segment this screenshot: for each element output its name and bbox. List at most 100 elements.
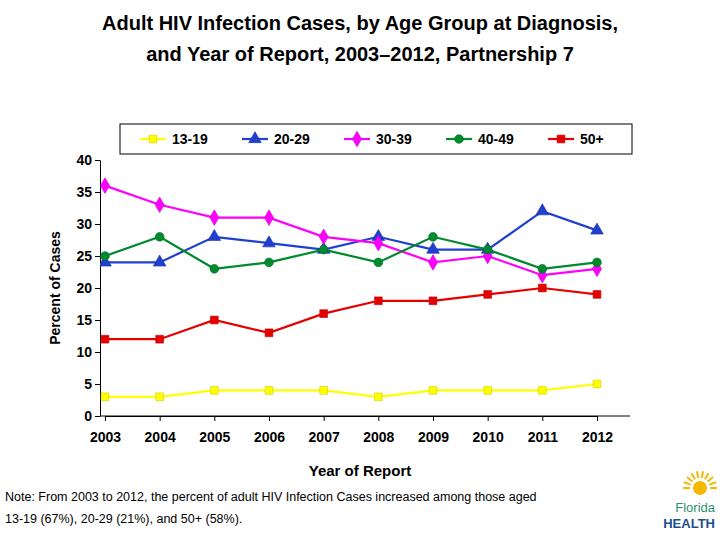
series-marker — [538, 387, 546, 395]
y-tick: 15 — [76, 312, 100, 328]
series-marker — [155, 197, 164, 213]
x-tick: 2011 — [528, 416, 559, 445]
y-tick-mark — [95, 224, 100, 225]
series-marker — [593, 380, 601, 388]
series-marker — [265, 387, 273, 395]
y-tick-label: 10 — [76, 344, 92, 360]
x-tick-mark — [597, 416, 598, 421]
series-marker — [208, 229, 221, 240]
y-tick: 40 — [76, 152, 100, 168]
series-line — [105, 211, 597, 262]
x-tick: 2012 — [582, 416, 613, 445]
x-tick: 2010 — [473, 416, 504, 445]
x-tick: 2003 — [90, 416, 121, 445]
series-marker — [263, 236, 276, 247]
series-marker — [319, 245, 328, 254]
x-axis-line — [100, 416, 630, 417]
x-tick-label: 2012 — [582, 429, 613, 445]
series-marker — [593, 258, 602, 267]
logo-sun — [693, 481, 707, 495]
x-axis-title: Year of Report — [309, 462, 412, 479]
series-marker — [538, 284, 546, 292]
y-tick-mark — [95, 256, 100, 257]
series-marker — [484, 291, 492, 299]
x-tick-mark — [542, 416, 543, 421]
y-tick-mark — [95, 288, 100, 289]
series-marker — [374, 297, 382, 305]
logo-text: Florida — [675, 500, 716, 515]
legend-marker — [455, 135, 464, 144]
title: and Year of Report, 2003–2012, Partnersh… — [146, 43, 574, 65]
series-marker — [427, 242, 440, 253]
series-marker — [156, 393, 164, 401]
x-tick-mark — [214, 416, 215, 421]
y-tick-mark — [95, 352, 100, 353]
logo-ray — [683, 487, 690, 489]
series-line — [105, 384, 597, 397]
series-marker — [101, 252, 110, 261]
series-marker — [156, 335, 164, 343]
y-tick: 30 — [76, 216, 100, 232]
logo-ray — [710, 487, 717, 489]
logo-ray — [708, 477, 713, 481]
y-tick: 35 — [76, 184, 100, 200]
logo-ray — [697, 471, 698, 478]
series-marker — [101, 335, 109, 343]
x-tick-label: 2010 — [473, 429, 504, 445]
legend-marker — [249, 132, 262, 143]
x-tick: 2004 — [145, 416, 176, 445]
logo-ray — [702, 471, 703, 478]
series-line — [105, 237, 597, 269]
y-tick-mark — [95, 320, 100, 321]
x-tick-label: 2011 — [528, 429, 559, 445]
note: Note: From 2003 to 2012, the percent of … — [5, 490, 537, 504]
x-tick: 2006 — [254, 416, 285, 445]
series-marker — [101, 178, 110, 194]
logo: FloridaHEALTH — [663, 471, 717, 531]
y-tick-label: 15 — [76, 312, 92, 328]
series-marker — [593, 291, 601, 299]
x-tick-mark — [269, 416, 270, 421]
x-tick-mark — [105, 416, 106, 421]
y-tick-label: 35 — [76, 184, 92, 200]
x-tick: 2009 — [418, 416, 449, 445]
series-marker — [265, 258, 274, 267]
x-tick-label: 2009 — [418, 429, 449, 445]
x-axis: 2003200420052006200720082009201020112012 — [90, 416, 613, 445]
x-tick-mark — [433, 416, 434, 421]
series-marker — [155, 232, 164, 241]
series-marker — [374, 393, 382, 401]
title: Adult HIV Infection Cases, by Age Group … — [102, 12, 618, 34]
series-marker — [153, 255, 166, 266]
series-marker — [265, 210, 274, 226]
y-tick: 25 — [76, 248, 100, 264]
series-marker — [210, 210, 219, 226]
legend-marker — [149, 135, 157, 143]
legend: 13-1920-2930-3940-4950+ — [120, 124, 632, 154]
y-axis-line — [100, 161, 101, 417]
y-tick-mark — [95, 192, 100, 193]
x-tick-mark — [378, 416, 379, 421]
series-marker — [429, 387, 437, 395]
x-tick-mark — [160, 416, 161, 421]
y-tick: 0 — [84, 408, 100, 424]
y-tick: 10 — [76, 344, 100, 360]
legend-label: 40-49 — [478, 131, 514, 147]
series-marker — [210, 387, 218, 395]
series-marker — [374, 258, 383, 267]
x-axis-domain — [106, 416, 598, 417]
plot-area — [100, 178, 603, 401]
series-marker — [319, 229, 328, 245]
note: 13-19 (67%), 20-29 (21%), and 50+ (58%). — [5, 512, 242, 526]
legend-label: 30-39 — [376, 131, 412, 147]
logo-ray — [705, 473, 709, 479]
series-marker — [320, 387, 328, 395]
x-tick-label: 2005 — [199, 429, 230, 445]
series-marker — [210, 264, 219, 273]
series-marker — [101, 393, 109, 401]
legend-marker — [353, 131, 362, 147]
series-marker — [429, 297, 437, 305]
y-tick-label: 0 — [84, 408, 92, 424]
y-tick-mark — [95, 384, 100, 385]
x-tick: 2007 — [309, 416, 340, 445]
